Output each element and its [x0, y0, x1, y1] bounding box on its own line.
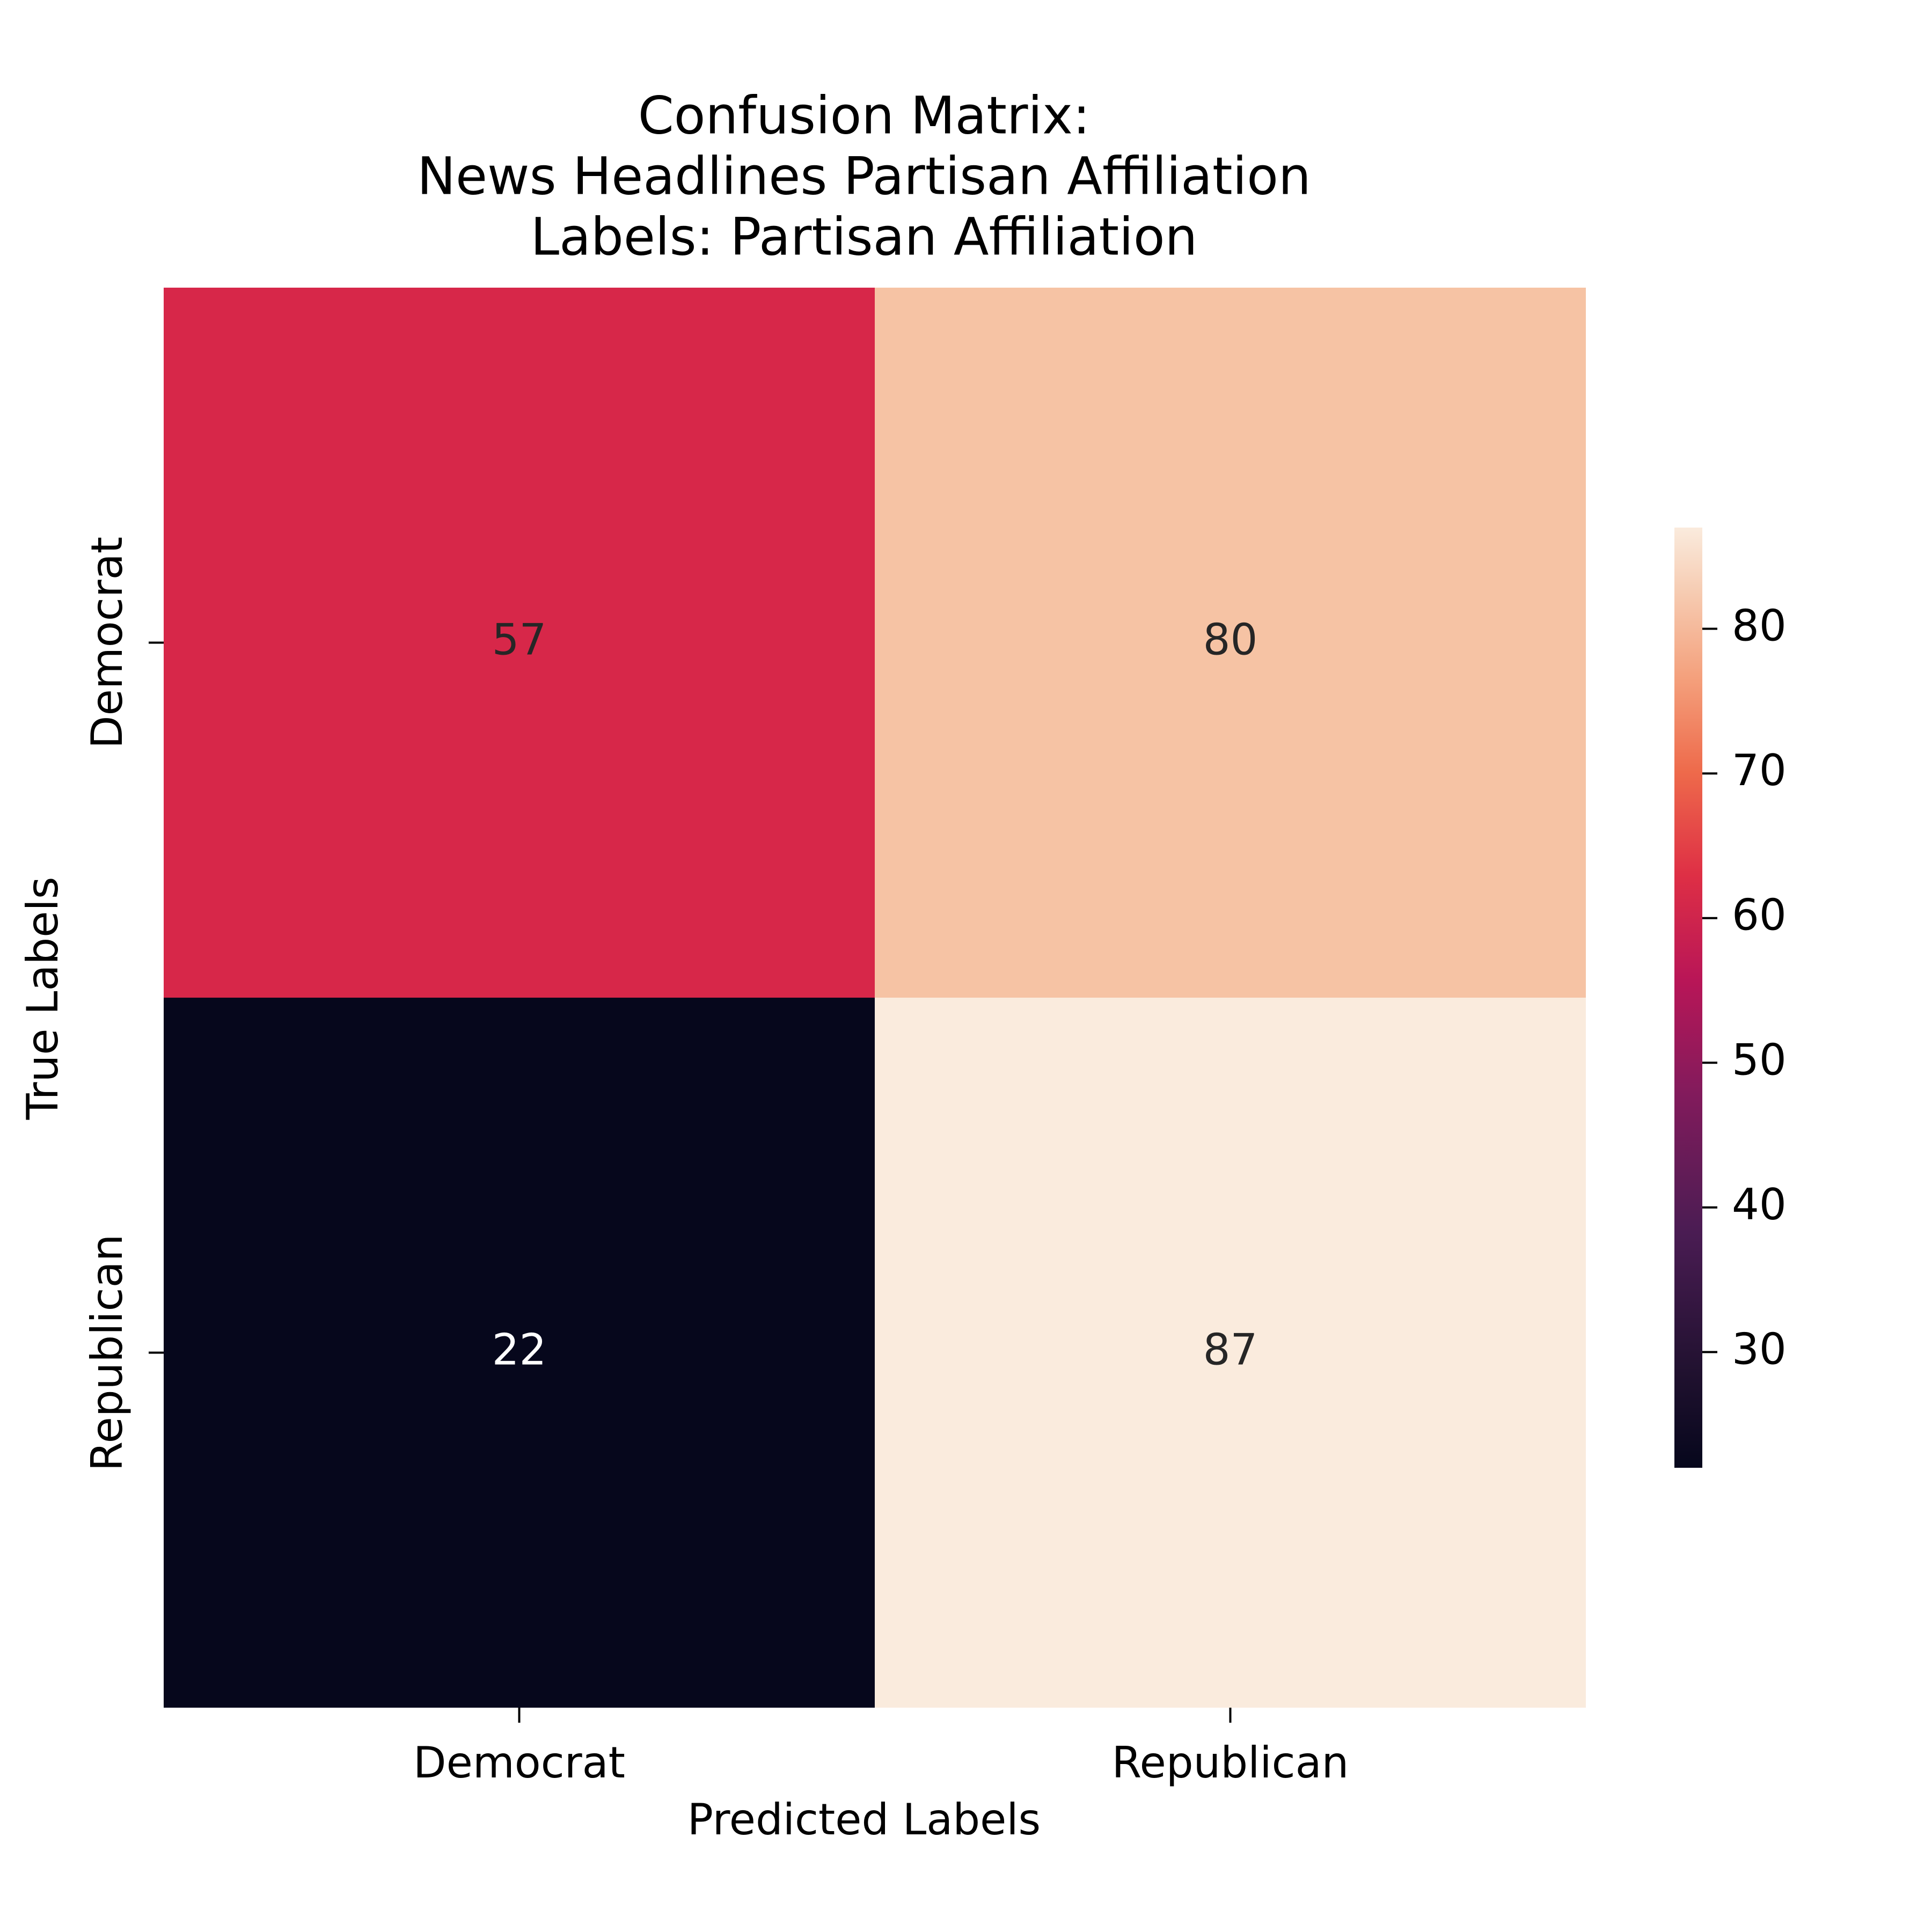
colorbar-tick-label: 80 — [1732, 601, 1787, 651]
chart-title-line-1: Confusion Matrix: — [638, 85, 1091, 145]
chart-title: Confusion Matrix: News Headlines Partisa… — [417, 85, 1311, 267]
chart-title-line-3: Labels: Partisan Affiliation — [531, 207, 1198, 267]
colorbar-tick-label: 40 — [1732, 1180, 1787, 1230]
cell-value-label: 57 — [492, 614, 547, 664]
heatmap-cell — [164, 998, 875, 1708]
colorbar-tick-label: 30 — [1732, 1324, 1787, 1374]
heatmap-cell — [875, 288, 1586, 998]
colorbar-tick-label: 70 — [1732, 745, 1787, 795]
y-axis: Democrat Republican — [82, 537, 164, 1471]
heatmap-cells — [164, 288, 1586, 1708]
x-axis-label: Predicted Labels — [687, 1795, 1041, 1845]
heatmap-annotations: 57 80 22 87 — [492, 614, 1258, 1374]
y-tick-label: Democrat — [82, 537, 132, 749]
cell-value-label: 80 — [1203, 614, 1258, 664]
colorbar — [1674, 528, 1702, 1468]
chart-title-line-2: News Headlines Partisan Affiliation — [417, 146, 1311, 206]
y-axis-label: True Labels — [18, 877, 68, 1121]
x-axis: Democrat Republican — [413, 1708, 1349, 1788]
colorbar-tick-label: 50 — [1732, 1035, 1787, 1085]
x-tick-label: Democrat — [413, 1738, 625, 1788]
x-tick-label: Republican — [1112, 1738, 1349, 1788]
heatmap-cell — [164, 288, 875, 998]
colorbar-ticks: 30 40 50 60 70 80 — [1702, 601, 1787, 1374]
colorbar-tick-label: 60 — [1732, 890, 1787, 940]
y-tick-label: Republican — [82, 1234, 132, 1472]
cell-value-label: 22 — [492, 1324, 547, 1374]
heatmap-cell — [875, 998, 1586, 1708]
cell-value-label: 87 — [1203, 1324, 1258, 1374]
